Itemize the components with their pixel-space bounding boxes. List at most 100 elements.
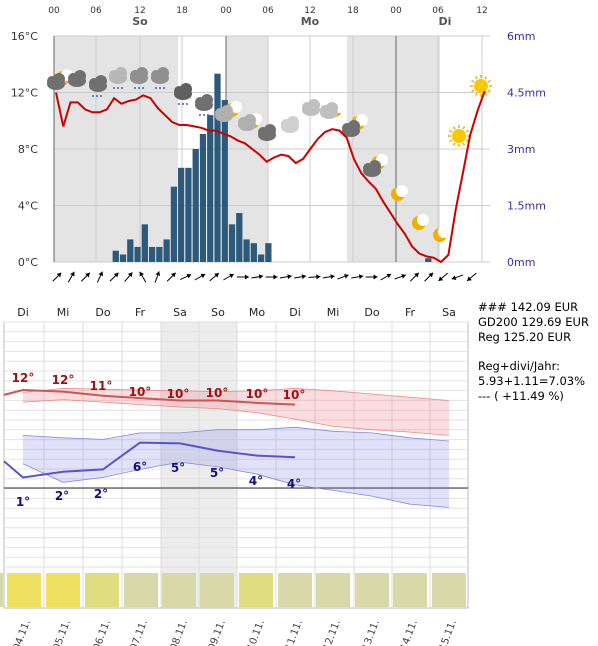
cloud-shape (287, 116, 299, 128)
wind-arrow-icon (394, 273, 407, 280)
date-label: 13.11. (361, 618, 382, 646)
sunshine-box (355, 573, 389, 607)
cloud-shape (95, 75, 107, 87)
cloud-icon (342, 120, 360, 137)
wind-arrow-icon (294, 274, 307, 280)
rain-drop (159, 87, 161, 89)
wind-arrow-icon (380, 273, 392, 281)
wind-arrow-head (186, 273, 192, 279)
wind-arrow-icon (351, 274, 364, 280)
cloud-shape (115, 67, 127, 79)
wind-arrow-head (113, 272, 119, 278)
wind-arrow-head (171, 272, 176, 278)
hourly-forecast-chart: 00 06 12 18 00 06 12 18 00 06 12 So Mo Di 16°C 12°C 8°… (11, 6, 546, 283)
cloud-rain-icon (109, 67, 127, 89)
reg-divi-value: 5.93+1.11=7.03% (478, 374, 586, 388)
sunshine-box (46, 573, 80, 607)
sun-icon (448, 125, 470, 147)
day-label: So (132, 15, 148, 28)
min-temp-label: 6° (133, 460, 147, 474)
rain-drop (121, 87, 123, 89)
cloud-shape (157, 67, 169, 79)
wind-arrow-icon (180, 273, 192, 280)
max-temp-line (3, 388, 296, 406)
precipitation-bar (134, 246, 141, 262)
change-line: --- ( +11.49 %) (478, 389, 564, 403)
wind-arrow-icon (308, 274, 321, 280)
cloud-icon (215, 105, 233, 122)
rain-drop (134, 87, 136, 89)
longterm-temp-labels: 12° 12° 11° 10° 10° 10° 10° 10° 1° 2° 2° 6° 5° 5° 4° 4° (12, 371, 306, 509)
temp-axis-label: 16°C (11, 30, 38, 43)
sun-ray (449, 129, 453, 133)
wind-arrow-icon (194, 273, 206, 281)
hour-tick-labels: 00 06 12 18 00 06 12 18 00 06 12 (48, 6, 487, 16)
precipitation-bar (265, 243, 272, 262)
sun-ray (462, 126, 466, 130)
price-line: ### 142.09 EUR (478, 300, 579, 314)
cloud-shape (74, 70, 86, 82)
min-temp-label: 2° (55, 489, 69, 503)
cloud-shape (348, 120, 360, 132)
wind-arrow-head (316, 274, 321, 280)
moon-shape (396, 185, 408, 197)
wind-arrow-icon (251, 274, 264, 280)
precip-axis-label: 6mm (507, 30, 535, 43)
wind-arrow-head (428, 272, 434, 278)
rain-drop (113, 87, 115, 89)
min-temp-label: 4° (287, 477, 301, 491)
precipitation-bar (250, 243, 257, 262)
wind-arrow-head (155, 271, 161, 276)
longterm-day-label: So (211, 306, 225, 319)
wind-arrow-head (373, 274, 378, 280)
wind-arrow-head (258, 274, 264, 280)
wind-arrow-icon (337, 273, 349, 280)
wind-arrow-head (200, 273, 206, 279)
longterm-forecast-chart: Di Mi Do Fr Sa So Mo Di Mi Do Fr Sa 12° 12° 11° 10° 10°… (0, 306, 469, 646)
wind-arrow-head (70, 271, 75, 277)
wind-arrow-icon (166, 272, 176, 282)
wind-arrow-icon (236, 274, 249, 280)
date-label: 10.11. (246, 618, 267, 646)
max-temp-label: 10° (167, 387, 190, 401)
rain-drop (186, 103, 188, 105)
hour-tick-label: 12 (476, 6, 487, 16)
sunshine-box (85, 573, 119, 607)
sunshine-box (7, 573, 41, 607)
cloud-rain-icon (130, 67, 148, 89)
cloud-shape (221, 105, 233, 117)
moon-shape (438, 226, 450, 238)
date-label: 05.11. (52, 618, 73, 646)
cloud-shape (308, 99, 320, 111)
longterm-day-label: Mi (327, 306, 340, 319)
wind-arrow-icon (451, 274, 464, 281)
sun-ray (465, 129, 469, 133)
cloud-icon (258, 124, 276, 141)
cloud-rain-icon (174, 83, 192, 105)
sunshine-box (278, 573, 312, 607)
sun-ray (474, 76, 478, 80)
weekend-band (161, 322, 199, 608)
sun-ray (452, 126, 456, 130)
hour-tick-label: 18 (176, 6, 188, 16)
longterm-day-label: Fr (405, 306, 416, 319)
wind-arrow-icon (124, 272, 133, 282)
gd200-line: GD200 129.69 EUR (478, 315, 589, 329)
wind-arrow-head (344, 273, 349, 279)
cloud-shape (369, 160, 381, 172)
date-labels: 04.11. 05.11. 06.11. 07.11. 08.11. 09.11. 10.1… (12, 618, 459, 646)
precip-axis-label: 1.5mm (507, 200, 546, 213)
wind-arrow-icon (52, 272, 62, 282)
precipitation-bar (228, 224, 236, 262)
longterm-day-label: Mi (57, 306, 70, 319)
sun-ray (449, 139, 453, 143)
min-temp-label: 1° (16, 495, 30, 509)
precipitation-bar (178, 167, 185, 262)
reg-divi-label: Reg+divi/Jahr: (478, 359, 560, 373)
rain-drop (100, 95, 102, 97)
cloud-shape (244, 114, 256, 126)
longterm-day-label: Mo (249, 306, 265, 319)
wind-arrow-icon (322, 274, 335, 280)
sunshine-box (393, 573, 427, 607)
